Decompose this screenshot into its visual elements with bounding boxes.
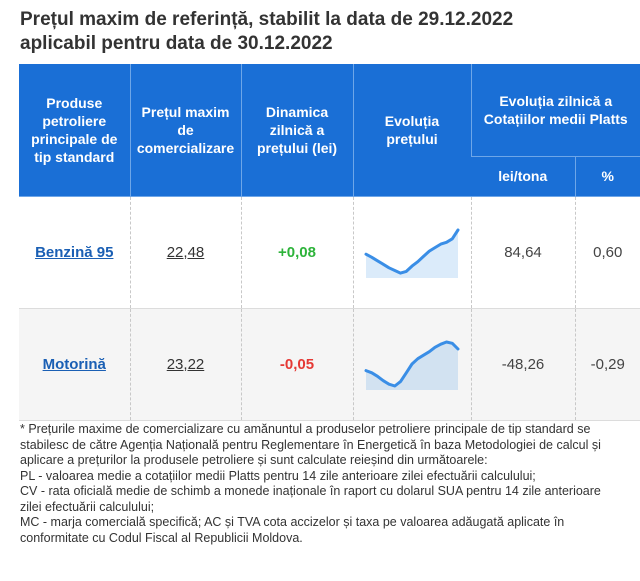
price-link-benzina-95[interactable]: 22,48 — [166, 243, 205, 261]
header-max-price: Prețul maxim de comercializare — [129, 64, 241, 197]
footnote-cv: CV - rata oficială medie de schimb a mon… — [20, 484, 601, 514]
change-cell: -0,05 — [240, 308, 353, 421]
price-cell: 23,22 — [129, 308, 241, 421]
table-row-benzina: Benzină 95 22,48 +0,08 84,64 0,60 — [19, 196, 640, 309]
footnote-mc: MC - marja comercială specifică; AC și T… — [20, 515, 565, 545]
platts-percent-value: -0,29 — [590, 355, 625, 373]
product-link-motorina[interactable]: Motorină — [42, 355, 106, 373]
product-cell: Benzină 95 — [19, 196, 130, 309]
page-title: Prețul maxim de referință, stabilit la d… — [20, 8, 630, 56]
table-row-motorina: Motorină 23,22 -0,05 -48,26 -0,29 — [19, 308, 640, 421]
title-line-2: aplicabil pentru data de 30.12.2022 — [20, 33, 333, 54]
change-value: +0,08 — [278, 243, 316, 261]
platts-lei-ton-value: -48,26 — [501, 355, 545, 373]
sparkline-benzina-95 — [364, 228, 460, 278]
header-product: Produse petroliere principale de tip sta… — [19, 64, 130, 197]
platts-percent-value: 0,60 — [593, 243, 623, 261]
platts-lei-ton-value: 84,64 — [504, 243, 542, 261]
footnote-intro: * Prețurile maxime de comercializare cu … — [20, 422, 601, 467]
header-platts: Evoluția zilnică a Cotațiilor medii Plat… — [470, 64, 640, 157]
title-line-1: Prețul maxim de referință, stabilit la d… — [20, 9, 514, 30]
sparkline-line — [364, 340, 460, 388]
product-cell: Motorină — [19, 308, 130, 421]
methodology-footnote: * Prețurile maxime de comercializare cu … — [20, 422, 620, 546]
trend-cell — [352, 308, 471, 421]
change-value: -0,05 — [279, 355, 315, 373]
sparkline-line — [364, 228, 460, 275]
header-lei-ton: lei/tona — [471, 156, 575, 197]
header-evolution: Evoluția prețului — [352, 64, 471, 197]
price-link-motorina[interactable]: 23,22 — [166, 355, 205, 373]
footnote-pl: PL - valoarea medie a cotațiilor medii P… — [20, 468, 536, 483]
sparkline-motorina — [364, 340, 460, 390]
header-percent: % — [574, 156, 640, 197]
header-daily-change: Dinamica zilnică a prețului (lei) — [240, 64, 353, 197]
platts-lei-ton-cell: -48,26 — [470, 308, 575, 421]
price-cell: 22,48 — [129, 196, 241, 309]
trend-cell — [352, 196, 471, 309]
sparkline-area — [366, 230, 458, 278]
change-cell: +0,08 — [240, 196, 353, 309]
platts-percent-cell: 0,60 — [574, 196, 640, 309]
platts-percent-cell: -0,29 — [574, 308, 640, 421]
fuel-price-table: Produse petroliere principale de tip sta… — [19, 64, 640, 421]
platts-lei-ton-cell: 84,64 — [470, 196, 575, 309]
product-link-benzina-95[interactable]: Benzină 95 — [35, 243, 114, 261]
